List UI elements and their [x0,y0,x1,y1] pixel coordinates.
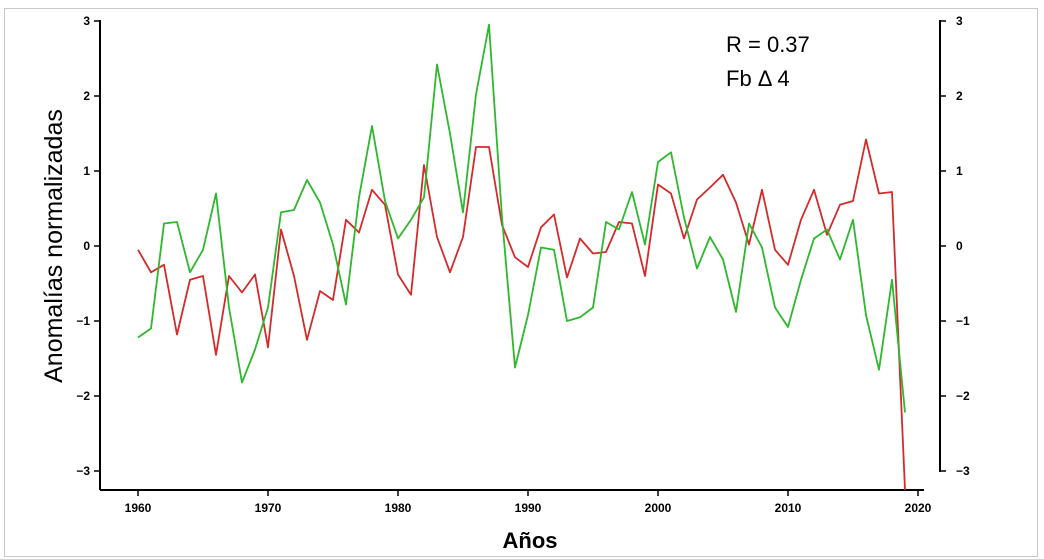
y-tick-label-right: −1 [956,314,970,328]
x-axis-title: Años [503,528,558,553]
x-tick-label: 2000 [645,501,672,515]
x-tick-label: 2020 [905,501,932,515]
x-tick-label: 1960 [125,501,152,515]
series-group [137,23,906,490]
y-axis-title: Anomalías normalizadas [40,109,68,383]
y-tick-label-right: 0 [956,239,963,253]
x-tick-label: 1970 [255,501,282,515]
y-tick-label-left: −1 [76,314,90,328]
x-tick-label: 1990 [515,501,542,515]
x-tick-label: 1980 [385,501,412,515]
series-line-2 [137,23,906,413]
y-tick-label-left: 3 [83,14,90,28]
y-tick-label-right: −3 [956,464,970,478]
series-line-1 [137,138,906,490]
y-tick-label-right: 1 [956,164,963,178]
y-tick-label-left: −3 [76,464,90,478]
x-tick-label: 2010 [775,501,802,515]
y-tick-label-right: 2 [956,89,963,103]
y-tick-label-left: 0 [83,239,90,253]
y-tick-label-left: 2 [83,89,90,103]
y-tick-label-right: −2 [956,389,970,403]
y-tick-label-right: 3 [956,14,963,28]
y-tick-label-left: 1 [83,164,90,178]
axes-group: 1960 1970 1980 1990 2000 2010 2020−3 −3−2 −2−1 −1… [76,14,970,515]
y-tick-label-left: −2 [76,389,90,403]
correlation-annotation: R = 0.37 [726,32,810,57]
fb-annotation: Fb Δ 4 [726,66,790,91]
figure-border [4,8,1038,557]
